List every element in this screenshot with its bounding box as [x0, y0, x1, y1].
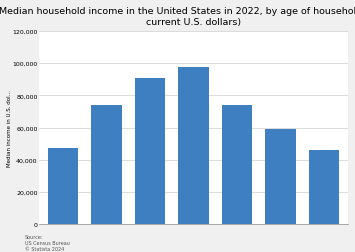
Bar: [178, 68, 209, 225]
Y-axis label: Median income in U.S. dol...: Median income in U.S. dol...: [7, 90, 12, 166]
Text: Source:
US Census Bureau
© Statista 2024: Source: US Census Bureau © Statista 2024: [25, 234, 70, 251]
Bar: [48, 148, 78, 225]
Bar: [309, 150, 339, 225]
Bar: [91, 106, 122, 225]
Bar: [222, 106, 252, 225]
Bar: [135, 78, 165, 225]
Title: Median household income in the United States in 2022, by age of householder (in
: Median household income in the United St…: [0, 7, 355, 27]
Bar: [265, 130, 296, 225]
